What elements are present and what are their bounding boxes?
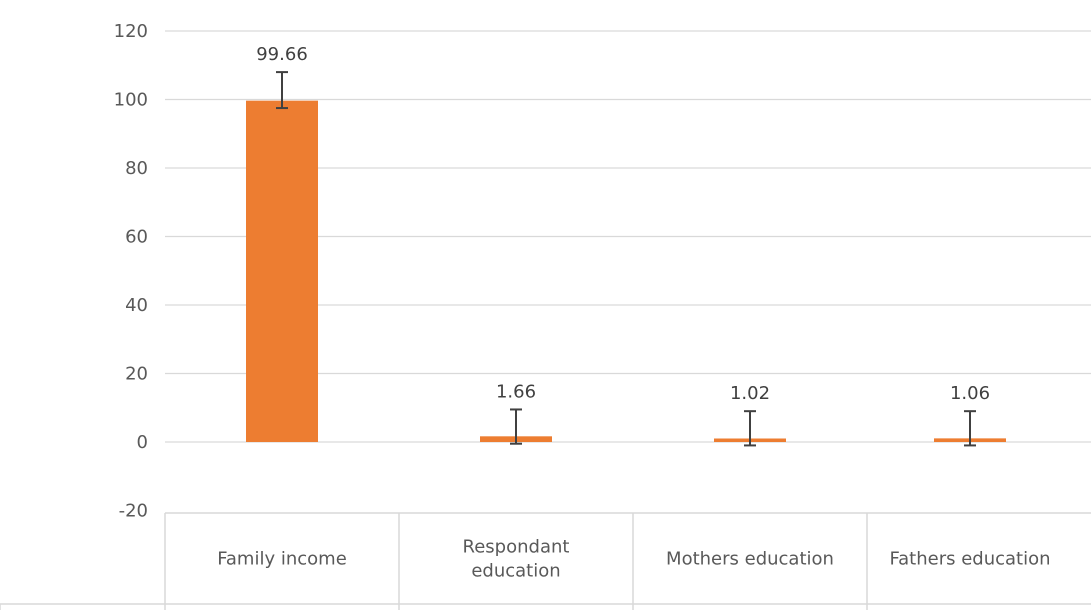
- data-label: 1.66: [496, 381, 536, 402]
- y-tick-label: 0: [137, 432, 148, 453]
- y-tick-label: 120: [114, 21, 148, 42]
- y-tick-label: 100: [114, 90, 148, 111]
- bars: [246, 100, 1006, 443]
- y-tick-label: 80: [125, 158, 148, 179]
- y-tick-label: 20: [125, 364, 148, 385]
- category-label: Respondant: [463, 537, 570, 558]
- data-labels: 99.66 1.66 1.02 1.06: [256, 44, 990, 404]
- data-label: 99.66: [256, 44, 308, 65]
- category-label: Fathers education: [889, 549, 1050, 570]
- category-label: education: [471, 561, 560, 582]
- y-tick-label: 40: [125, 295, 148, 316]
- category-label: Family income: [217, 549, 347, 570]
- y-axis-ticks: 120 100 80 60 40 20 0 -20: [114, 21, 148, 522]
- y-tick-label: -20: [119, 501, 148, 522]
- bar: [246, 100, 318, 443]
- data-label: 1.02: [730, 383, 770, 404]
- data-label: 1.06: [950, 383, 990, 404]
- gridlines: [165, 30, 1091, 443]
- y-tick-label: 60: [125, 227, 148, 248]
- category-label: Mothers education: [666, 549, 834, 570]
- data-table: Family income Respondant education Mothers …: [0, 512, 1091, 610]
- error-bars: [276, 71, 976, 447]
